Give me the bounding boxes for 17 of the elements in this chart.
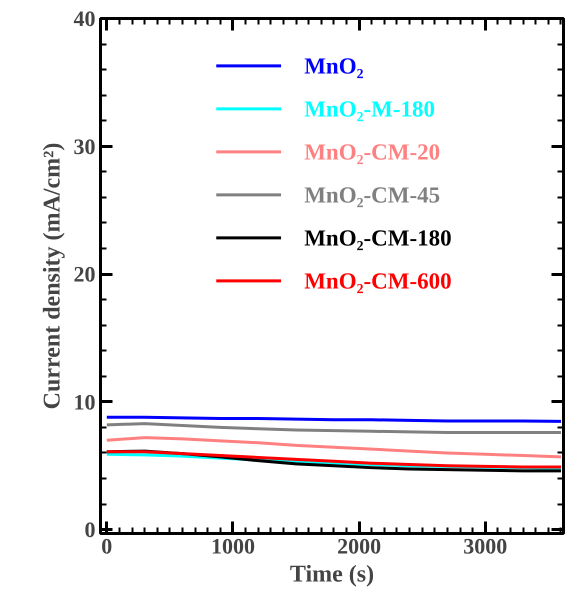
legend-label: MnO₂-CM-180: [304, 225, 452, 250]
legend-label: MnO₂-CM-20: [304, 139, 440, 164]
y-tick-label: 10: [74, 389, 96, 414]
legend-label: MnO₂: [304, 53, 364, 78]
y-axis-title: Current density (mA/cm²): [40, 142, 66, 410]
y-tick-label: 40: [74, 6, 96, 31]
x-tick-label: 0: [101, 534, 112, 558]
y-tick-label: 20: [74, 262, 96, 287]
y-tick-label: 30: [74, 134, 96, 159]
x-tick-label: 3000: [463, 534, 508, 558]
x-tick-label: 1000: [210, 534, 255, 558]
y-tick-label: 0: [84, 517, 96, 542]
legend-label: MnO₂-CM-45: [304, 182, 440, 208]
legend-label: MnO₂-CM-600: [304, 268, 452, 294]
x-axis-title: Time (s): [290, 562, 374, 588]
x-tick-label: 2000: [337, 534, 382, 558]
legend-label: MnO₂-M-180: [304, 96, 436, 122]
